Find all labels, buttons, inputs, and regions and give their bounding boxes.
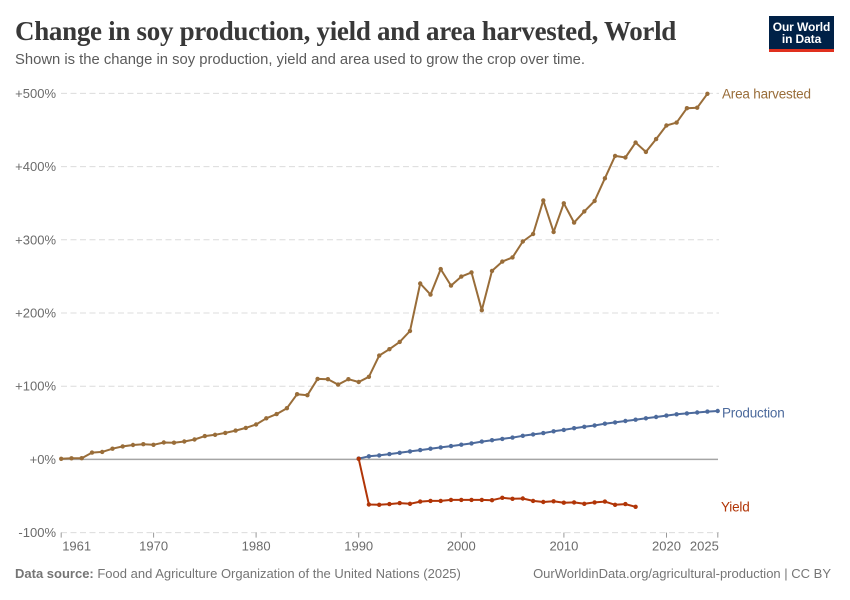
svg-text:-100%: -100%	[18, 525, 56, 540]
svg-text:+300%: +300%	[15, 232, 56, 247]
svg-text:+400%: +400%	[15, 159, 56, 174]
svg-text:2000: 2000	[447, 539, 476, 554]
svg-text:Area harvested: Area harvested	[722, 87, 811, 102]
svg-text:2025: 2025	[690, 539, 719, 554]
svg-text:+0%: +0%	[30, 452, 57, 467]
svg-text:+100%: +100%	[15, 379, 56, 394]
svg-text:Production: Production	[722, 406, 785, 421]
svg-text:1990: 1990	[344, 539, 373, 554]
svg-text:1980: 1980	[242, 539, 271, 554]
svg-text:+500%: +500%	[15, 86, 56, 101]
svg-text:2010: 2010	[549, 539, 578, 554]
svg-text:1961: 1961	[62, 539, 91, 554]
svg-text:1970: 1970	[139, 539, 168, 554]
svg-text:+200%: +200%	[15, 306, 56, 321]
svg-text:2020: 2020	[652, 539, 681, 554]
svg-text:Yield: Yield	[721, 500, 750, 515]
